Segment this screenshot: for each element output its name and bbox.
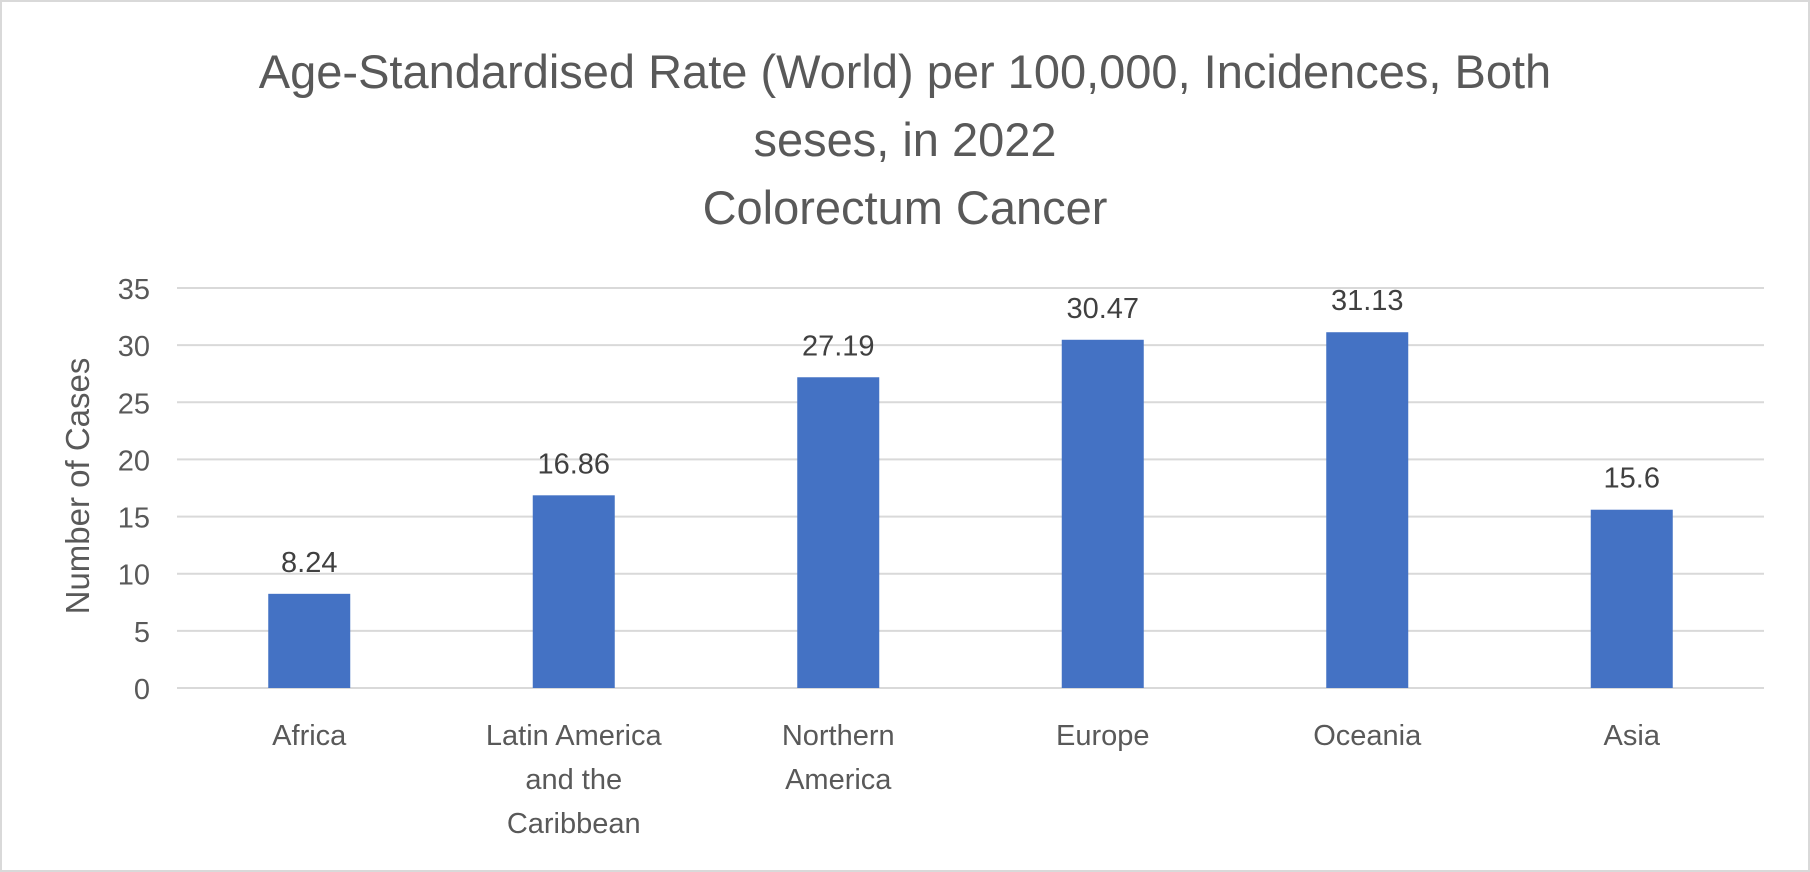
y-tick-label: 10: [118, 560, 150, 592]
y-tick-label: 25: [118, 388, 150, 420]
x-tick-label: Northern America: [782, 720, 895, 796]
data-label: 16.86: [537, 448, 610, 480]
x-tick-label-line: Asia: [1604, 720, 1661, 752]
y-tick-label: 15: [118, 503, 150, 535]
chart-title-line-2: seses, in 2022: [753, 113, 1057, 166]
data-label: 27.19: [802, 330, 875, 362]
x-tick-label: Africa: [272, 720, 347, 752]
chart-title: Age-Standardised Rate (World) per 100,00…: [0, 38, 1810, 242]
y-tick-label: 5: [134, 617, 150, 649]
bar: [532, 495, 615, 688]
bar: [268, 593, 351, 688]
y-tick-label: 35: [118, 274, 150, 306]
y-tick-label: 20: [118, 445, 150, 477]
y-tick-label: 30: [118, 331, 150, 363]
x-tick-label: Asia: [1604, 720, 1661, 752]
bars: [268, 332, 1673, 688]
data-label: 31.13: [1331, 285, 1404, 317]
x-axis-ticks: Africa Latin America and the Caribbean North…: [272, 720, 1661, 840]
x-tick-label-line: and the: [525, 764, 622, 796]
chart-title-line-1: Age-Standardised Rate (World) per 100,00…: [258, 45, 1552, 98]
y-axis-ticks: 0 5 10 15 20 25 30 35: [118, 274, 150, 706]
data-label: 8.24: [281, 547, 337, 579]
x-tick-label: Latin America and the Caribbean: [486, 720, 663, 840]
x-tick-label-line: Europe: [1056, 720, 1150, 752]
bar: [797, 377, 880, 688]
data-labels: 8.24 16.86 27.19 30.47 31.13 15.6: [281, 285, 1660, 579]
chart-title-line-3: Colorectum Cancer: [702, 181, 1108, 234]
bar: [1061, 339, 1144, 688]
data-label: 15.6: [1604, 463, 1660, 495]
x-tick-label-line: America: [785, 764, 892, 796]
x-tick-label-line: Africa: [272, 720, 347, 752]
x-tick-label-line: Northern: [782, 720, 895, 752]
gridlines: [177, 287, 1764, 689]
x-tick-label: Europe: [1056, 720, 1150, 752]
x-tick-label: Oceania: [1313, 720, 1422, 752]
x-tick-label-line: Latin America: [486, 720, 663, 752]
x-tick-label-line: Caribbean: [507, 808, 641, 840]
bar: [1326, 332, 1409, 688]
x-tick-label-line: Oceania: [1313, 720, 1422, 752]
bar: [1590, 509, 1673, 688]
data-label: 30.47: [1066, 293, 1139, 325]
y-tick-label: 0: [134, 674, 150, 706]
